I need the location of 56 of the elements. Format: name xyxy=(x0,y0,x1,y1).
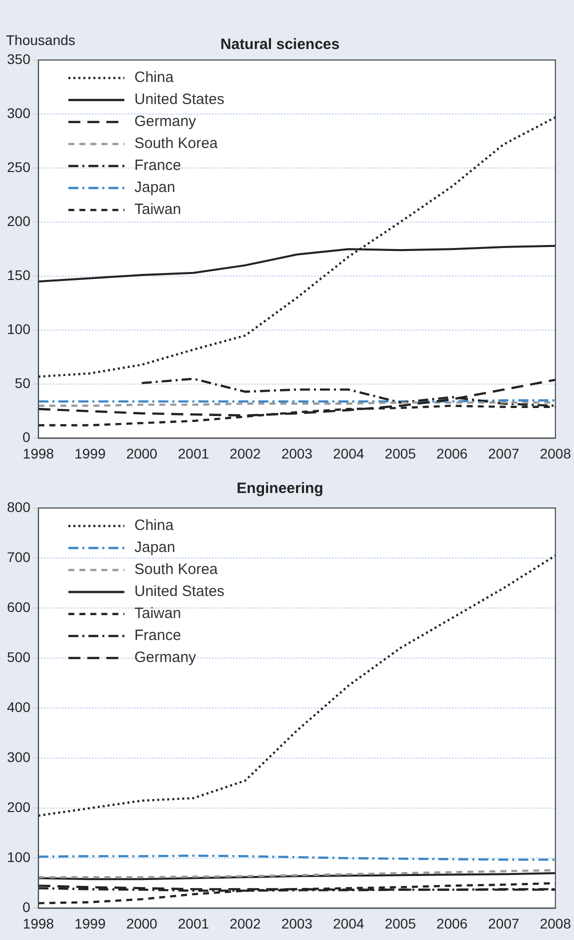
y-tick-label: 700 xyxy=(7,548,31,565)
legend-label: Japan xyxy=(134,179,176,196)
x-tick-label: 2008 xyxy=(540,915,572,932)
x-tick-label: 1998 xyxy=(22,915,54,932)
legend-label: South Korea xyxy=(134,561,218,578)
legend-label: China xyxy=(134,69,174,86)
y-tick-label: 100 xyxy=(7,321,31,337)
y-tick-label: 0 xyxy=(22,429,31,446)
y-tick-label: 300 xyxy=(7,748,31,765)
x-tick-label: 2000 xyxy=(126,915,158,932)
legend-label: Germany xyxy=(134,113,197,130)
x-tick-label: 2001 xyxy=(178,445,210,462)
y-axis-title: Thousands xyxy=(6,32,76,48)
chart-title: Engineering xyxy=(236,480,324,498)
x-tick-label: 2001 xyxy=(178,915,210,932)
legend-label: South Korea xyxy=(134,135,218,152)
x-tick-label: 1999 xyxy=(74,915,106,932)
x-tick-label: 2004 xyxy=(333,445,364,462)
x-tick-label: 2005 xyxy=(384,445,416,462)
legend-label: China xyxy=(134,517,174,534)
y-tick-label: 600 xyxy=(7,598,31,615)
x-tick-label: 2003 xyxy=(281,445,313,462)
x-tick-label: 1999 xyxy=(74,445,106,462)
y-tick-label: 150 xyxy=(7,266,31,283)
x-tick-label: 2002 xyxy=(230,915,261,932)
y-tick-label: 250 xyxy=(7,158,31,175)
y-tick-label: 800 xyxy=(7,498,31,515)
x-tick-label: 2005 xyxy=(384,915,416,932)
legend-label: Taiwan xyxy=(134,605,182,622)
legend-label: France xyxy=(134,627,182,644)
chart-title: Natural sciences xyxy=(220,36,340,54)
legend-label: United States xyxy=(134,91,224,108)
y-tick-label: 100 xyxy=(7,849,31,866)
y-tick-label: 200 xyxy=(7,799,31,816)
x-tick-label: 2002 xyxy=(230,445,261,462)
x-tick-label: 2006 xyxy=(436,445,468,462)
y-tick-label: 350 xyxy=(7,50,31,67)
legend-label: United States xyxy=(134,583,224,600)
y-tick-label: 500 xyxy=(7,648,31,665)
y-tick-label: 300 xyxy=(7,104,31,121)
x-tick-label: 2007 xyxy=(488,915,520,932)
legend-label: Germany xyxy=(134,649,197,666)
y-tick-label: 0 xyxy=(22,899,31,916)
x-tick-label: 1998 xyxy=(22,445,54,462)
legend-label: France xyxy=(134,157,182,174)
y-tick-label: 200 xyxy=(7,212,31,229)
x-tick-label: 2007 xyxy=(488,445,520,462)
x-tick-label: 2006 xyxy=(436,915,468,932)
y-tick-label: 400 xyxy=(7,698,31,715)
x-tick-label: 2003 xyxy=(281,915,313,932)
x-tick-label: 2004 xyxy=(333,915,364,932)
y-tick-label: 50 xyxy=(14,375,31,392)
x-tick-label: 2008 xyxy=(540,445,572,462)
legend-label: Japan xyxy=(134,539,176,556)
x-tick-label: 2000 xyxy=(126,445,158,462)
legend-label: Taiwan xyxy=(134,201,182,218)
